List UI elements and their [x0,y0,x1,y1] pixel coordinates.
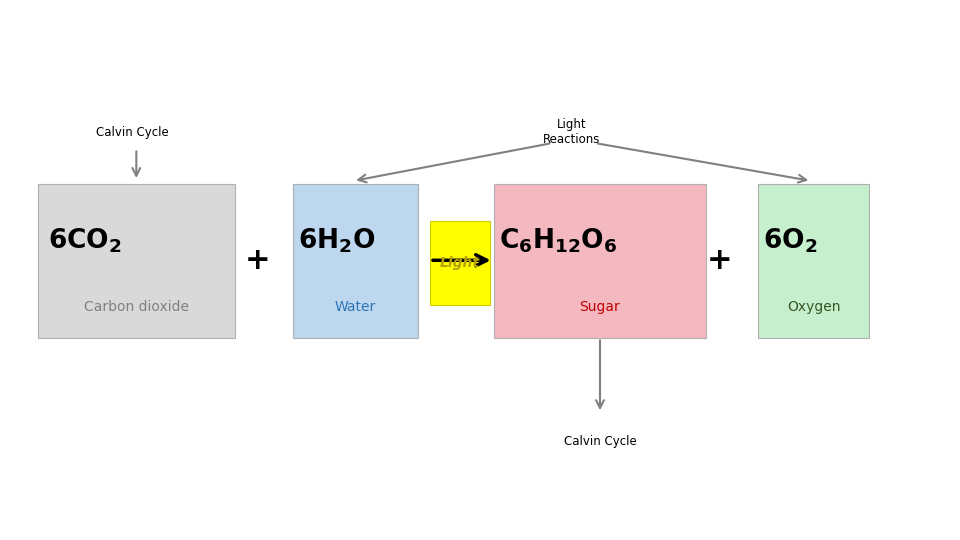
Text: Light: Light [440,256,480,270]
Text: Calvin Cycle: Calvin Cycle [564,435,636,448]
Text: Light
Reactions: Light Reactions [542,118,600,146]
Text: Sugar: Sugar [580,300,620,314]
FancyBboxPatch shape [293,184,418,338]
Text: $\mathbf{6O_2}$: $\mathbf{6O_2}$ [763,227,818,255]
FancyBboxPatch shape [38,184,235,338]
Text: $\mathbf{6CO_2}$: $\mathbf{6CO_2}$ [48,227,122,255]
FancyBboxPatch shape [758,184,869,338]
FancyBboxPatch shape [494,184,706,338]
Text: Oxygen: Oxygen [787,300,840,314]
Text: +: + [245,246,270,275]
FancyBboxPatch shape [430,221,490,305]
Text: Water: Water [335,300,375,314]
Text: $\mathbf{6H_2O}$: $\mathbf{6H_2O}$ [298,227,375,255]
Text: $\mathbf{C_6H_{12}O_6}$: $\mathbf{C_6H_{12}O_6}$ [499,227,617,255]
Text: +: + [708,246,732,275]
Text: Carbon dioxide: Carbon dioxide [84,300,189,314]
Text: Calvin Cycle: Calvin Cycle [96,126,169,139]
